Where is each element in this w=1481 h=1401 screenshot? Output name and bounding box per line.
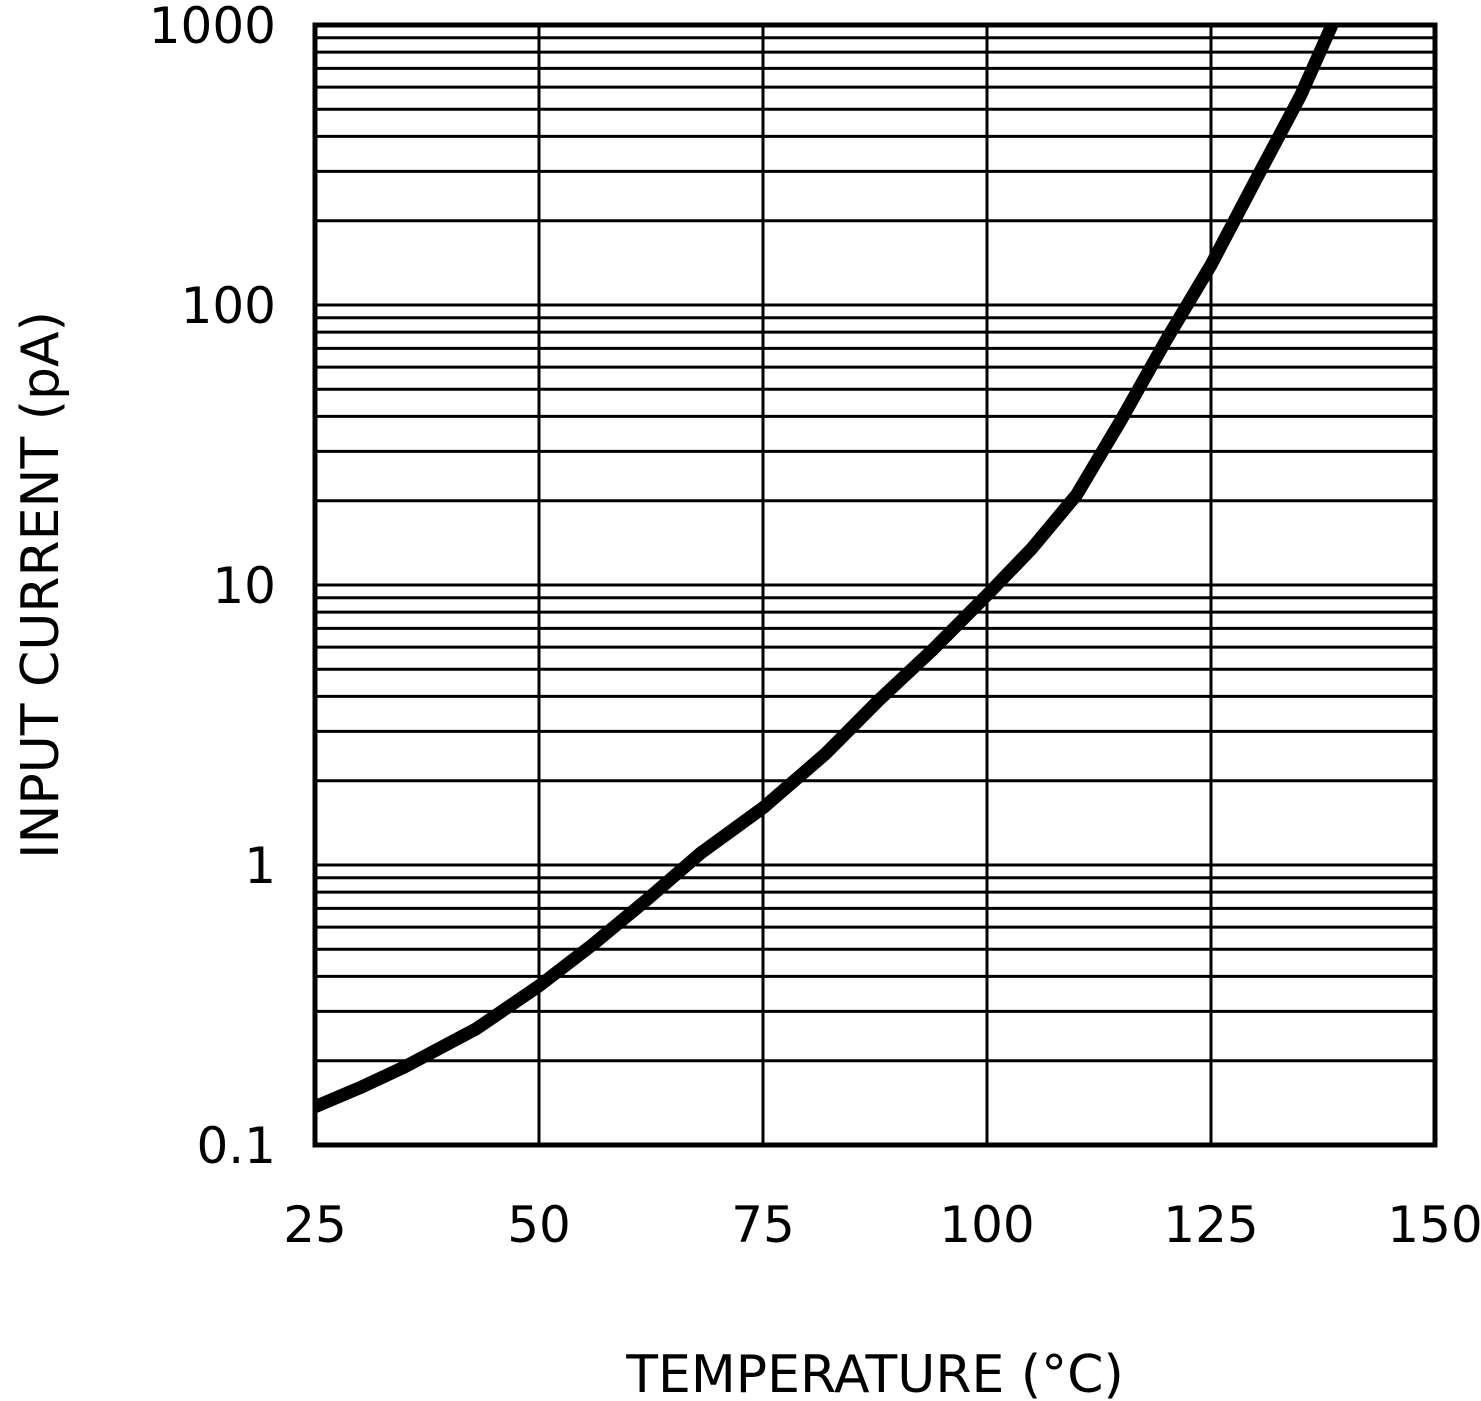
grid [313, 25, 1437, 1147]
y-tick-label: 1000 [149, 0, 276, 55]
x-tick-label: 50 [507, 1196, 571, 1254]
x-axis-label: TEMPERATURE (°C) [625, 1345, 1123, 1401]
x-tick-label: 125 [1163, 1196, 1258, 1254]
y-axis-label: INPUT CURRENT (pA) [11, 311, 71, 859]
y-tick-label: 10 [212, 557, 276, 615]
series-line [312, 22, 1338, 1113]
tick-labels: 25 50 75 100 125 150 0.1 1 10 100 1000 [149, 0, 1481, 1254]
y-tick-label: 0.1 [196, 1117, 276, 1175]
x-tick-label: 25 [283, 1196, 347, 1254]
x-tick-label: 100 [939, 1196, 1034, 1254]
plot-frame [312, 22, 1438, 1148]
x-tick-label: 150 [1387, 1196, 1481, 1254]
x-tick-label: 75 [731, 1196, 795, 1254]
y-tick-label: 100 [181, 277, 276, 335]
y-tick-label: 1 [244, 837, 276, 895]
